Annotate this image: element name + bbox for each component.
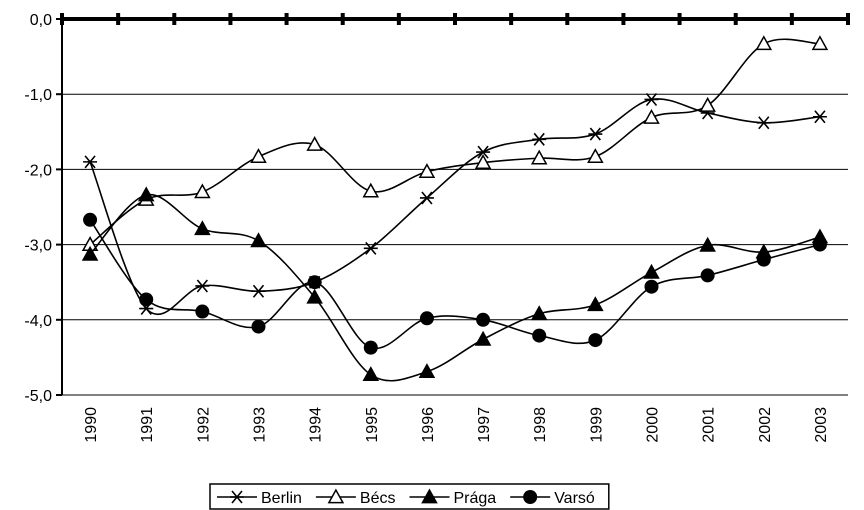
marker <box>587 148 604 163</box>
series-line <box>89 219 821 350</box>
marker <box>250 148 267 163</box>
marker <box>306 288 323 304</box>
marker <box>699 236 716 252</box>
x-tick-label: 1990 <box>83 407 100 443</box>
x-tick-label: 1992 <box>195 407 212 443</box>
y-tick-label: -3,0 <box>24 238 52 255</box>
x-tick-label: 1994 <box>308 407 325 443</box>
marker <box>250 232 267 248</box>
marker <box>532 328 547 343</box>
marker <box>362 182 380 198</box>
legend: Berlin Bécs Prága Varsó <box>209 483 610 510</box>
marker <box>532 132 547 146</box>
marker <box>137 186 155 202</box>
series-line <box>89 193 821 382</box>
marker <box>587 296 604 312</box>
marker <box>644 279 659 294</box>
legend-label: Berlin <box>261 490 302 507</box>
marker <box>530 305 548 321</box>
marker <box>476 312 491 327</box>
x-tick-label: 2000 <box>645 407 662 443</box>
x-tick-label: 1998 <box>532 407 549 443</box>
marker <box>251 284 266 298</box>
x-tick-label: 1996 <box>420 407 437 443</box>
series-line <box>89 38 820 246</box>
marker <box>363 241 378 255</box>
x-tick-label: 1993 <box>252 407 269 443</box>
legend-label: Prága <box>453 490 496 507</box>
marker <box>530 149 548 165</box>
x-tick-label: 2003 <box>813 407 830 443</box>
marker <box>307 275 322 290</box>
marker <box>139 292 154 307</box>
marker <box>419 311 434 326</box>
marker <box>756 116 771 130</box>
marker <box>588 127 603 141</box>
marker <box>812 110 827 124</box>
marker <box>83 155 98 169</box>
legend-marker <box>421 488 438 504</box>
x-tick-label: 1999 <box>588 407 605 443</box>
marker <box>588 333 603 348</box>
marker <box>362 366 380 382</box>
marker <box>419 191 434 205</box>
x-tick-label: 1997 <box>476 407 493 443</box>
marker <box>644 92 659 106</box>
marker <box>418 363 436 379</box>
y-tick-label: -5,0 <box>24 388 52 405</box>
marker <box>811 35 829 51</box>
marker <box>474 330 492 346</box>
marker <box>194 220 211 236</box>
y-tick-label: 0,0 <box>30 12 52 29</box>
y-tick-label: -2,0 <box>24 162 52 179</box>
x-tick-label: 1991 <box>139 407 156 443</box>
marker <box>699 96 716 112</box>
marker <box>755 35 773 51</box>
marker <box>306 136 323 151</box>
marker <box>418 163 436 179</box>
x-tick-label: 1995 <box>364 407 381 443</box>
y-tick-label: -4,0 <box>24 313 52 330</box>
x-tick-label: 2002 <box>757 407 774 443</box>
marker <box>643 263 660 279</box>
marker <box>83 212 98 227</box>
marker <box>251 319 266 334</box>
marker <box>363 340 378 355</box>
marker <box>756 252 771 267</box>
legend-label: Bécs <box>360 490 396 507</box>
marker <box>474 154 492 169</box>
legend-marker <box>230 490 244 504</box>
marker <box>195 279 210 293</box>
marker <box>476 145 491 159</box>
legend-label: Varsó <box>554 490 595 507</box>
legend-marker <box>327 488 345 504</box>
y-tick-label: -1,0 <box>24 87 52 104</box>
legend-marker <box>523 490 538 504</box>
marker <box>812 237 827 252</box>
marker <box>194 183 211 199</box>
marker <box>81 245 99 261</box>
x-tick-label: 2001 <box>701 407 718 443</box>
marker <box>195 304 210 319</box>
marker <box>700 268 715 283</box>
marker <box>643 108 660 124</box>
